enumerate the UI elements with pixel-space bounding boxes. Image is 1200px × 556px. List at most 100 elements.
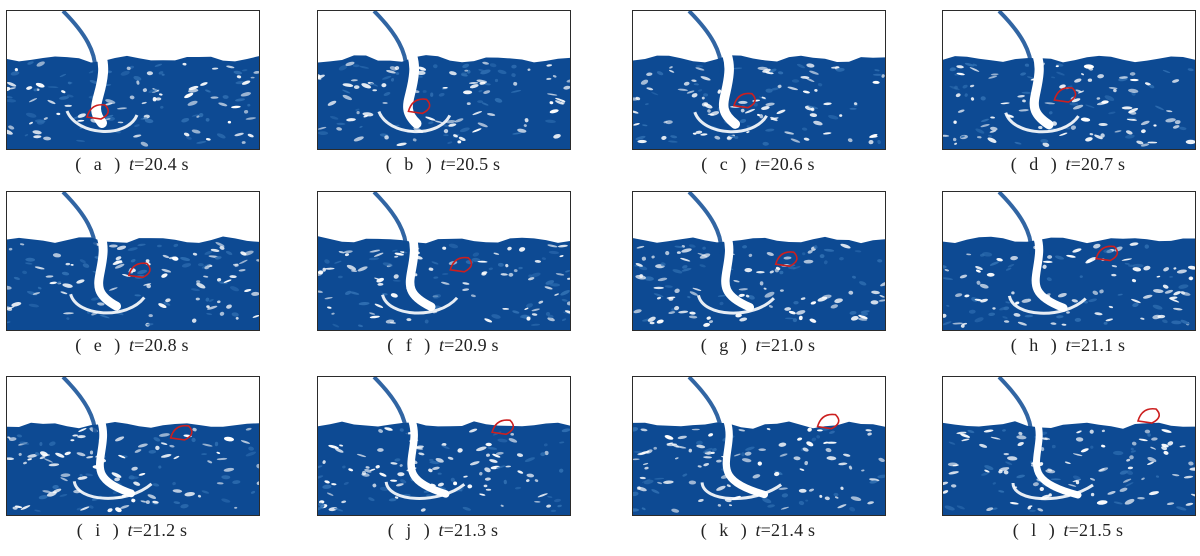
air-streak: [240, 92, 252, 97]
air-streak: [847, 138, 853, 143]
air-streak: [140, 117, 148, 120]
air-streak: [346, 118, 356, 122]
air-streak: [809, 113, 818, 118]
time-unit: s: [1116, 520, 1124, 540]
plunging-jet: [690, 192, 755, 312]
plunging-jet: [375, 192, 436, 312]
air-streak: [61, 271, 70, 276]
air-streak: [797, 437, 803, 441]
air-streak: [34, 266, 45, 270]
air-streak: [1140, 143, 1150, 147]
air-streak: [984, 465, 994, 471]
air-streak: [703, 456, 712, 459]
air-streak: [545, 311, 551, 316]
panel-letter: i: [95, 520, 105, 540]
air-swirl: [1004, 112, 1080, 134]
air-streak: [352, 64, 360, 68]
air-streak: [774, 471, 780, 477]
air-streak: [816, 435, 821, 439]
air-streak: [373, 252, 384, 257]
air-streak: [982, 252, 993, 257]
air-streak: [375, 465, 380, 469]
air-streak: [992, 307, 996, 310]
air-streak: [1129, 455, 1134, 460]
air-streak: [126, 66, 131, 71]
plunging-jet: [64, 192, 121, 311]
air-streak: [779, 289, 784, 292]
air-streak: [765, 102, 775, 107]
air-streak: [980, 123, 990, 128]
air-streak: [1072, 453, 1083, 457]
air-streak: [560, 290, 570, 296]
air-streak: [433, 64, 438, 69]
air-streak: [219, 245, 225, 250]
air-streak: [493, 252, 500, 255]
air-streak: [752, 474, 761, 479]
air-streak: [809, 70, 819, 75]
air-streak: [566, 79, 570, 83]
air-streak: [557, 244, 568, 248]
air-streak: [1007, 263, 1015, 268]
air-streak: [428, 121, 434, 125]
time-unit: s: [493, 154, 501, 174]
panel-image: [632, 191, 886, 331]
air-streak: [518, 247, 526, 252]
air-streak: [148, 314, 153, 318]
air-streak: [1013, 313, 1021, 317]
air-streak: [800, 75, 810, 79]
air-streak: [158, 433, 170, 437]
air-streak: [1119, 487, 1128, 492]
air-streak: [441, 445, 450, 450]
air-streak: [1075, 89, 1082, 93]
air-streak: [731, 67, 743, 70]
air-streak: [1070, 125, 1076, 130]
air-streak: [247, 133, 254, 138]
air-streak: [497, 438, 508, 443]
air-streak: [141, 101, 147, 105]
air-streak: [173, 243, 179, 248]
air-streak: [842, 453, 851, 457]
air-streak: [512, 310, 520, 314]
air-streak: [353, 85, 360, 90]
air-streak: [524, 307, 529, 310]
air-streak: [76, 279, 85, 284]
jet-core: [61, 377, 98, 440]
air-streak: [641, 256, 646, 261]
air-streak: [877, 139, 881, 145]
panel-caption: ( k ) t=21.4 s: [700, 520, 816, 540]
air-streak: [708, 433, 714, 437]
air-streak: [546, 77, 552, 80]
air-streak: [225, 250, 233, 256]
air-streak: [664, 435, 674, 440]
air-streak: [1189, 467, 1195, 471]
air-streak: [26, 86, 33, 90]
air-streak: [798, 500, 805, 506]
air-streak: [960, 323, 965, 328]
air-streak: [146, 71, 153, 76]
air-streak: [703, 462, 710, 467]
time-symbol: t: [438, 335, 445, 355]
air-streak: [698, 498, 704, 503]
air-streak: [511, 64, 517, 69]
panel-caption: ( l ) t=21.5 s: [1012, 520, 1124, 540]
air-streak: [1147, 433, 1151, 437]
air-streak: [219, 311, 225, 316]
air-streak: [216, 451, 221, 454]
air-streak: [1132, 267, 1142, 272]
air-streak: [540, 452, 546, 457]
air-streak: [1018, 431, 1023, 436]
air-streak: [969, 67, 980, 72]
air-streak: [764, 291, 775, 298]
air-streak: [318, 290, 323, 293]
air-streak: [633, 123, 640, 126]
air-streak: [757, 66, 768, 71]
air-streak: [653, 446, 657, 450]
air-streak: [245, 117, 256, 120]
air-streak: [64, 104, 72, 107]
air-streak: [674, 457, 679, 460]
air-streak: [206, 305, 210, 309]
air-streak: [145, 259, 150, 263]
air-streak: [438, 92, 445, 97]
time-value: 20.5: [456, 154, 489, 174]
air-streak: [432, 294, 442, 299]
